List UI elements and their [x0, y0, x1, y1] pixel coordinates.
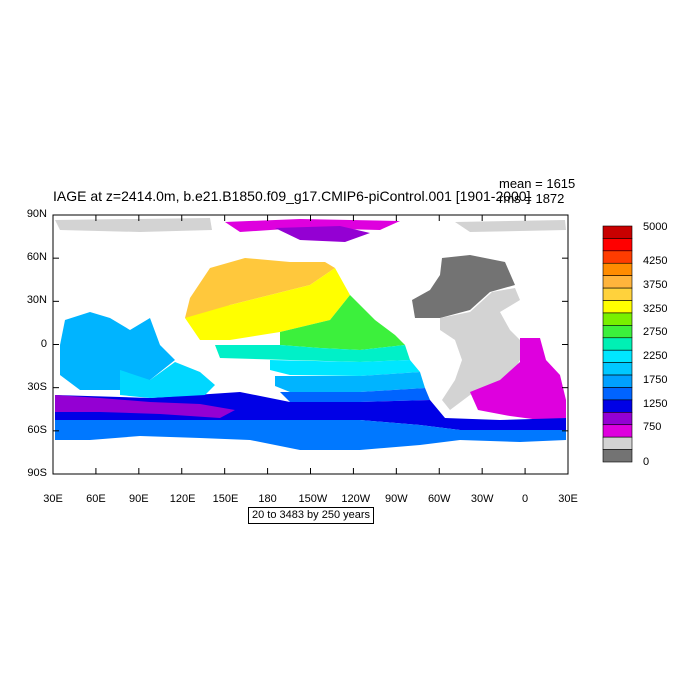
colorbar-swatch — [602, 325, 633, 339]
region-north-pacific-orange — [185, 258, 335, 320]
lat-label: 60S — [27, 423, 47, 436]
colorbar-swatch — [602, 238, 633, 252]
region-equatorial-pacific-cyan — [270, 360, 420, 376]
lon-label: 0 — [522, 493, 529, 505]
colorbar-label: 1750 — [643, 374, 668, 386]
colorbar-swatch — [602, 436, 633, 450]
lon-label: 150E — [212, 493, 239, 505]
lon-label: 150W — [298, 493, 328, 505]
mean-stat: mean = 1615 — [499, 176, 576, 191]
colorbar-swatch — [602, 300, 633, 314]
region-indian-ocean-south — [120, 362, 215, 398]
lon-label: 60E — [86, 493, 106, 505]
lat-label: 60N — [26, 251, 47, 264]
colorbar-swatch — [602, 449, 633, 463]
colorbar-label: 5000 — [643, 221, 668, 233]
colorbar-label: 2250 — [643, 350, 668, 362]
lon-label: 180 — [258, 493, 277, 505]
region-north-atlantic-dark — [412, 255, 515, 318]
rms-stat: rms = 1872 — [499, 191, 565, 206]
lat-label: 30S — [27, 380, 47, 393]
colorbar-label: 0 — [643, 456, 650, 468]
region-southern-ocean-purple — [55, 395, 235, 418]
lon-label: 30E — [43, 493, 63, 505]
lat-label: 30N — [26, 294, 47, 307]
colorbar-label: 1250 — [643, 398, 668, 410]
region-south-pacific-blue — [280, 388, 430, 402]
colorbar-swatch — [602, 399, 633, 413]
colorbar-swatch — [602, 262, 633, 276]
region-antarctic-coastal — [55, 420, 566, 450]
region-southern-ocean-navy — [55, 392, 566, 430]
lon-label: 120E — [169, 493, 196, 505]
region-south-atlantic-magenta — [470, 338, 566, 420]
contour-info-box: 20 to 3483 by 250 years — [248, 507, 375, 524]
region-north-pacific-yellow — [185, 268, 350, 340]
colorbar-swatch — [602, 362, 633, 376]
colorbar-swatch — [602, 225, 633, 239]
lon-label: 30E — [558, 493, 578, 505]
colorbar-label: 750 — [643, 421, 662, 433]
region-tropical-pacific-teal — [215, 345, 410, 362]
lon-label: 60W — [427, 493, 451, 505]
colorbar-swatch — [602, 250, 633, 264]
region-nordic-seas — [275, 226, 370, 242]
colorbar-swatch — [602, 312, 633, 326]
colorbar-label: 3750 — [643, 279, 668, 291]
lat-label: 90N — [26, 208, 47, 220]
colorbar-label: 4250 — [643, 255, 668, 267]
plot-title: IAGE at z=2414.0m, b.e21.B1850.f09_g17.C… — [53, 188, 531, 204]
lon-label: 90W — [385, 493, 408, 505]
lat-label: 90S — [27, 467, 47, 479]
colorbar-swatch — [602, 275, 633, 289]
lat-label: 0 — [40, 337, 47, 350]
region-arctic-strip — [55, 218, 566, 232]
region-south-pacific-skyblue — [275, 372, 425, 392]
colorbar-swatch — [602, 374, 633, 388]
region-indian-ocean-north — [60, 312, 175, 390]
colorbar-swatch — [602, 387, 633, 401]
colorbar-swatch — [602, 424, 633, 438]
colorbar-swatch — [602, 412, 633, 426]
colorbar-label: 2750 — [643, 326, 668, 338]
region-east-pacific-green — [280, 295, 405, 350]
colorbar-swatch — [602, 337, 633, 351]
lon-label: 30W — [470, 493, 494, 505]
lon-label: 120W — [341, 493, 371, 505]
colorbar-label: 3250 — [643, 303, 668, 315]
region-greenland-sea — [225, 219, 400, 232]
colorbar-swatch — [602, 349, 633, 363]
colorbar-swatch — [602, 287, 633, 301]
lon-label: 90E — [129, 493, 149, 505]
region-atlantic-west — [440, 288, 520, 410]
